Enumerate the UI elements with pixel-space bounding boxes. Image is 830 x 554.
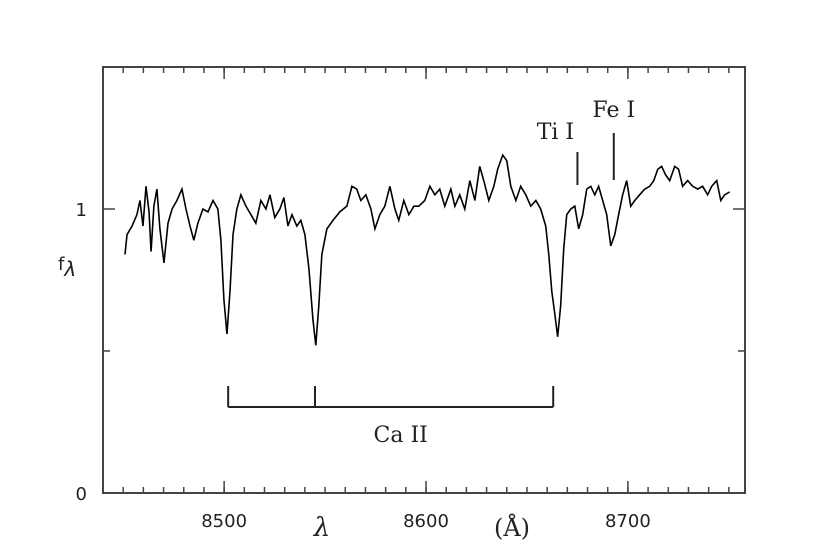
y-tick-label: 0 — [76, 484, 87, 505]
x-tick-label: 8700 — [605, 511, 651, 532]
x-axis-unit: (Å) — [494, 513, 530, 542]
x-tick-label: 8500 — [201, 511, 247, 532]
spectrum-line — [124, 153, 731, 346]
x-axis-label: λ — [313, 513, 330, 543]
y-axis-label: fλ — [58, 254, 76, 281]
plot-frame — [102, 66, 746, 494]
y-axis-label-sub: λ — [63, 257, 76, 281]
y-tick-label: 1 — [76, 200, 87, 221]
annotation: Fe I — [592, 98, 635, 123]
y-axis-label-main: f — [58, 254, 65, 275]
annotation: Ca II — [374, 423, 428, 448]
annotation: Ti I — [537, 120, 574, 145]
x-tick-label: 8600 — [403, 511, 449, 532]
